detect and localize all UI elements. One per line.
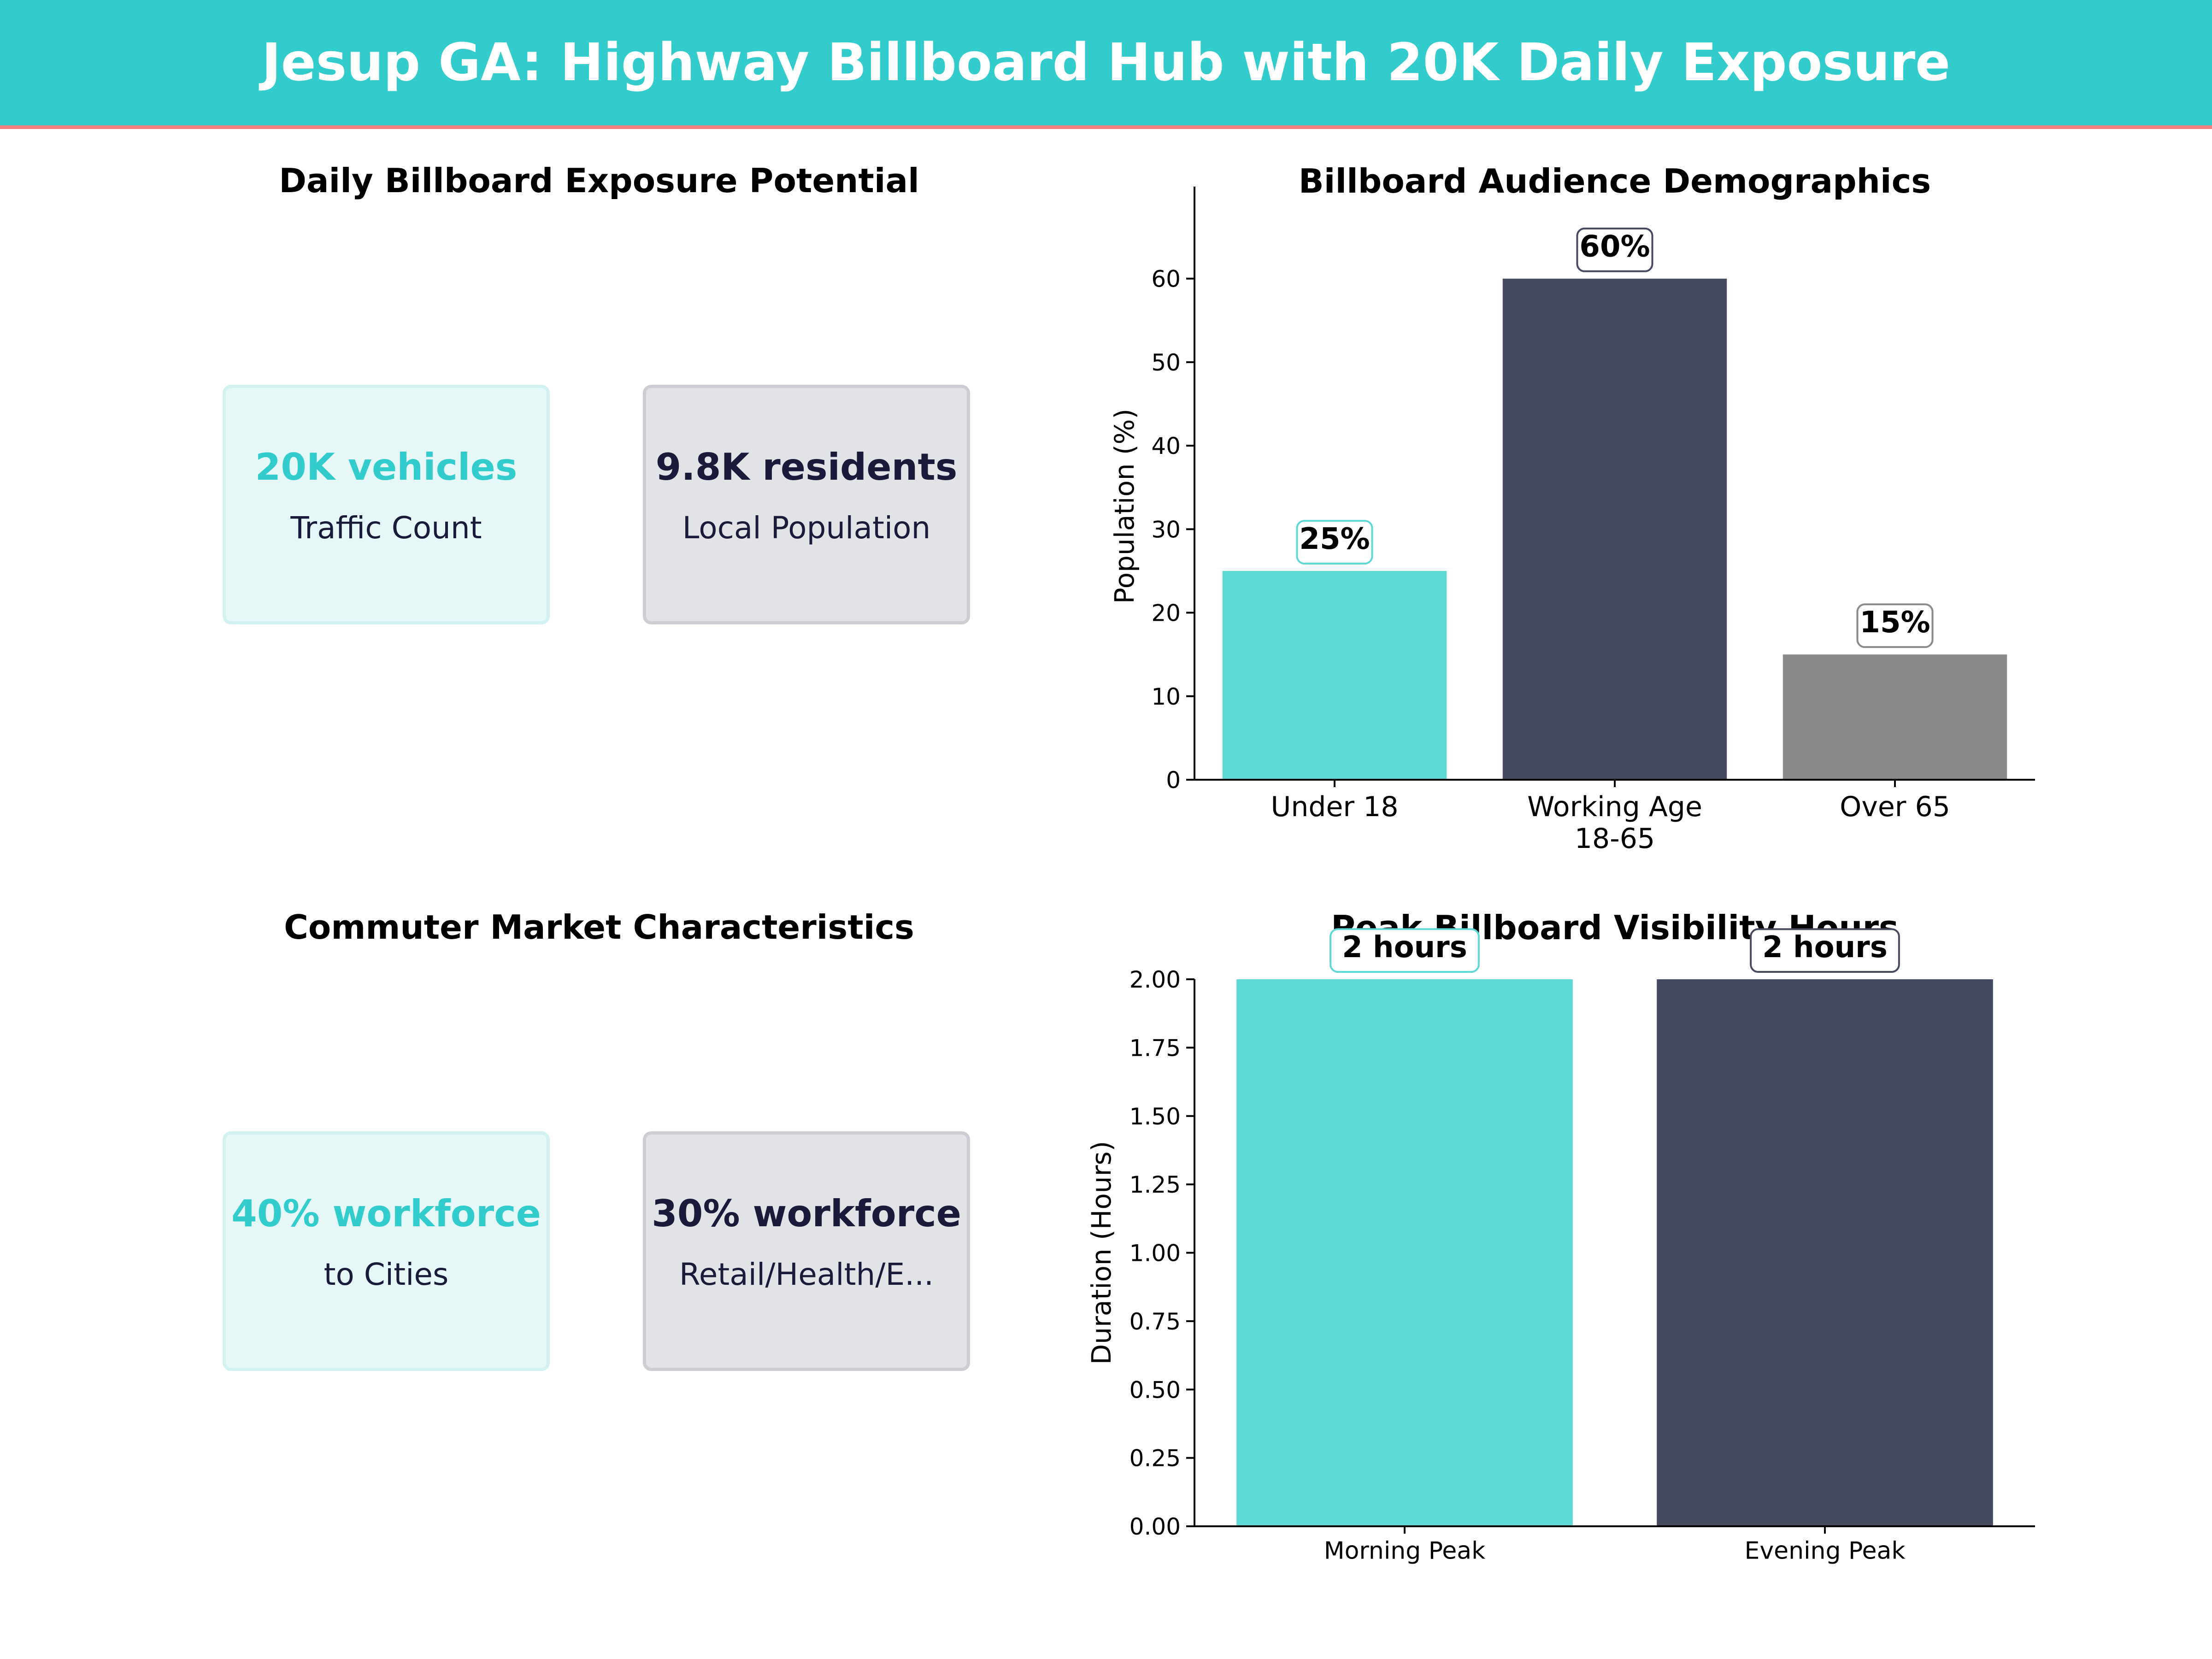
y-tick-label: 30 bbox=[1151, 516, 1181, 543]
city-commuters-value: 40% workforce bbox=[231, 1192, 541, 1235]
y-axis-label: Duration (Hours) bbox=[1086, 1141, 1117, 1365]
city-commuters-card: 40% workforce to Cities bbox=[223, 1131, 550, 1371]
data-label: 60% bbox=[1579, 230, 1650, 264]
y-tick-label: 60 bbox=[1151, 266, 1181, 293]
bar bbox=[1502, 278, 1727, 780]
bar bbox=[1657, 979, 1993, 1526]
bar bbox=[1236, 979, 1573, 1526]
demographics-chart: Billboard Audience Demographics 0 10 20 30 40… bbox=[1109, 162, 2035, 855]
y-tick-label: 1.50 bbox=[1130, 1103, 1181, 1130]
visibility-chart: Peak Billboard Visibility Hours0.000.250… bbox=[1086, 908, 2035, 1565]
x-tick-label: Under 18 bbox=[1271, 791, 1398, 823]
data-label: 15% bbox=[1859, 606, 1930, 640]
data-label: 2 hours bbox=[1342, 930, 1467, 965]
traffic-count-value: 20K vehicles bbox=[255, 446, 518, 488]
y-tick-label: 1.75 bbox=[1130, 1035, 1181, 1061]
data-label: 25% bbox=[1299, 522, 1370, 556]
exposure-panel-title: Daily Billboard Exposure Potential bbox=[279, 161, 919, 200]
data-label-box bbox=[1296, 520, 1373, 565]
data-label-box bbox=[1576, 227, 1653, 272]
traffic-count-card: 20K vehicles Traffic Count bbox=[223, 385, 550, 624]
chart-title: Billboard Audience Demographics bbox=[1299, 162, 1931, 200]
data-label: 2 hours bbox=[1762, 930, 1888, 965]
city-commuters-label: to Cities bbox=[324, 1257, 449, 1292]
y-tick-label: 0.25 bbox=[1130, 1445, 1181, 1472]
y-tick-label: 2.00 bbox=[1130, 966, 1181, 993]
local-population-value: 9.8K residents bbox=[655, 446, 958, 488]
y-tick-label: 50 bbox=[1151, 349, 1181, 376]
retail-health-card: 30% workforce Retail/Health/E... bbox=[643, 1131, 970, 1371]
y-tick-label: 0.00 bbox=[1130, 1513, 1181, 1540]
local-population-card: 9.8K residents Local Population bbox=[643, 385, 970, 624]
retail-health-label: Retail/Health/E... bbox=[679, 1257, 934, 1292]
y-axis-label: Population (%) bbox=[1109, 409, 1140, 604]
bar bbox=[1222, 571, 1447, 780]
data-label-box bbox=[1750, 928, 1900, 973]
traffic-count-label: Traffic Count bbox=[290, 510, 482, 546]
commuter-panel-title: Commuter Market Characteristics bbox=[284, 908, 914, 947]
retail-health-value: 30% workforce bbox=[652, 1192, 961, 1235]
data-label-box bbox=[1856, 603, 1934, 648]
y-tick-label: 0 bbox=[1166, 767, 1181, 794]
data-label-box bbox=[1330, 928, 1480, 973]
x-tick-label: Morning Peak bbox=[1324, 1537, 1486, 1565]
y-tick-label: 20 bbox=[1151, 600, 1181, 627]
local-population-label: Local Population bbox=[682, 510, 931, 546]
x-tick-label: Over 65 bbox=[1840, 791, 1950, 823]
bar bbox=[1783, 654, 2007, 780]
y-tick-label: 1.25 bbox=[1130, 1171, 1181, 1198]
x-tick-label: Evening Peak bbox=[1745, 1537, 1906, 1565]
y-tick-label: 40 bbox=[1151, 433, 1181, 459]
y-tick-label: 1.00 bbox=[1130, 1240, 1181, 1267]
page-title: Jesup GA: Highway Billboard Hub with 20K… bbox=[261, 33, 1951, 93]
y-tick-label: 10 bbox=[1151, 683, 1181, 710]
y-tick-label: 0.75 bbox=[1130, 1308, 1181, 1335]
header-banner: Jesup GA: Highway Billboard Hub with 20K… bbox=[0, 0, 2212, 129]
y-tick-label: 0.50 bbox=[1130, 1377, 1181, 1403]
x-tick-label: Working Age 18-65 bbox=[1527, 791, 1702, 855]
